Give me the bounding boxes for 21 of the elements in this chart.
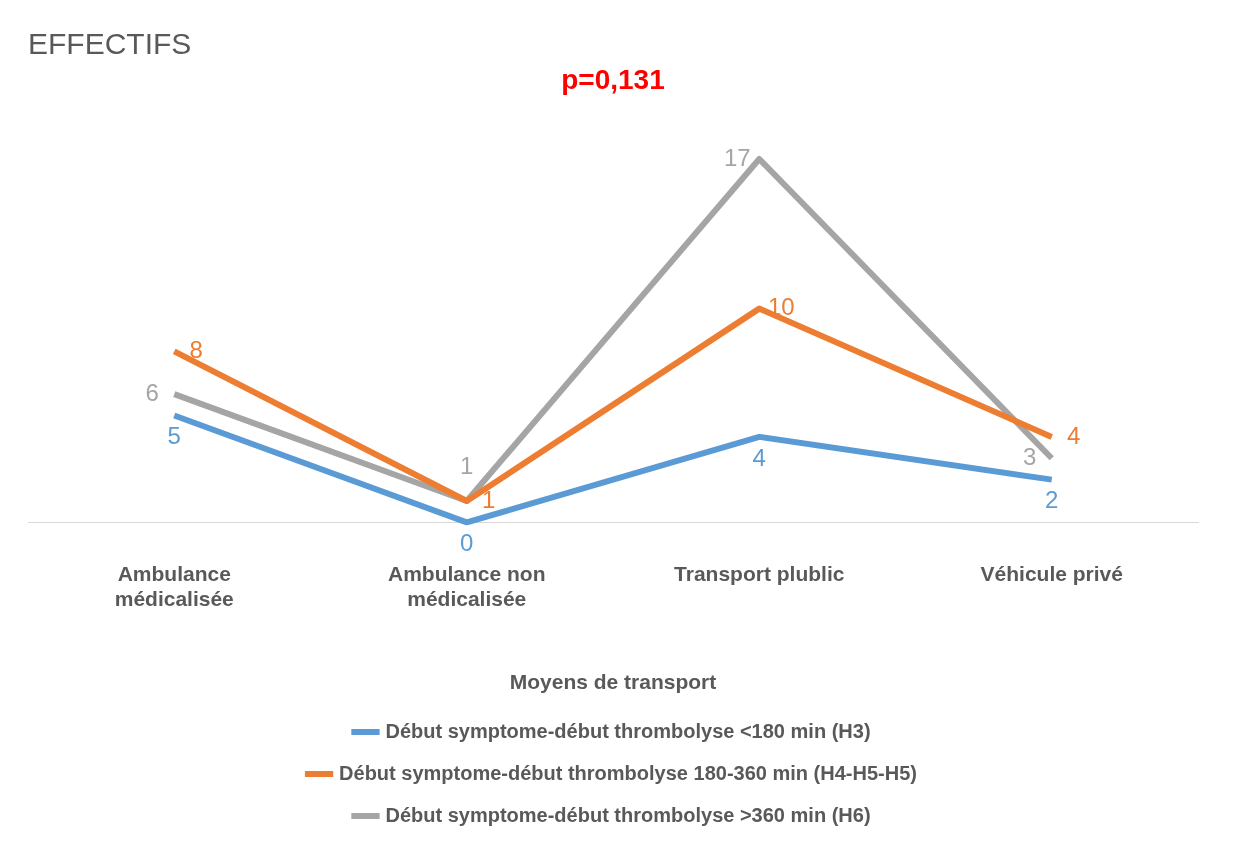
data-label: 6 (145, 378, 159, 406)
x-axis-title: Moyens de transport (509, 670, 717, 694)
x-tick-label: Ambulance médicalisée (114, 561, 234, 610)
data-label: 3 (1023, 442, 1037, 470)
data-label: 5 (167, 422, 181, 450)
x-tick-label: Ambulance non médicalisée (387, 561, 546, 610)
data-label: 4 (1067, 421, 1081, 449)
data-label: 1 (482, 485, 496, 513)
chart-title: EFFECTIFS (28, 27, 192, 61)
x-tick-label: Véhicule privé (980, 561, 1123, 585)
x-tick-label: Transport plublic (674, 561, 845, 585)
data-label: 17 (723, 143, 751, 171)
legend-label: Début symptome-début thrombolyse 180-360 min (H4-H5-H5) (339, 761, 917, 784)
chart-subtitle: p=0,131 (561, 63, 665, 95)
legend-label: Début symptome-début thrombolyse <180 min (H3) (385, 719, 871, 742)
data-label: 1 (460, 451, 474, 479)
data-label: 0 (460, 529, 474, 557)
data-label: 8 (189, 336, 203, 363)
legend-label: Début symptome-début thrombolyse >360 min (H6) (385, 803, 871, 826)
data-label: 4 (752, 443, 766, 471)
data-label: 2 (1045, 486, 1059, 514)
